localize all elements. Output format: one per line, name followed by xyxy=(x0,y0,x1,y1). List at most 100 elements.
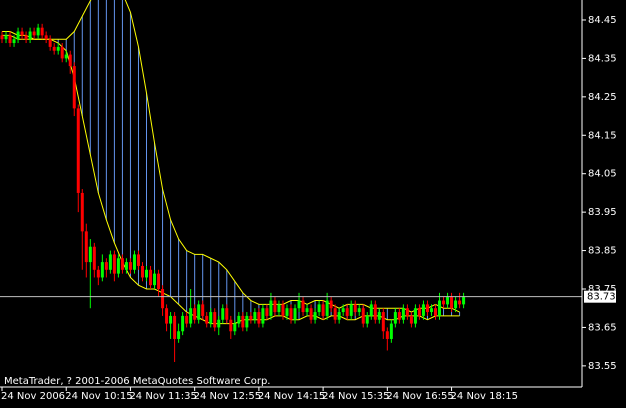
candle-body xyxy=(341,308,345,313)
candle-body xyxy=(189,308,193,324)
candle-body xyxy=(52,46,56,51)
candle-body xyxy=(153,273,157,286)
candle-body xyxy=(361,308,365,324)
candle-body xyxy=(108,254,112,270)
y-tick-label: 83.75 xyxy=(588,284,617,295)
y-tick-label: 84.35 xyxy=(588,53,617,64)
y-tick-label: 83.55 xyxy=(588,361,617,372)
x-tick-label: 24 Nov 14:15 xyxy=(258,391,325,402)
band-upper xyxy=(2,0,460,313)
candle-body xyxy=(397,312,401,320)
candle-body xyxy=(24,35,28,40)
candle-body xyxy=(281,304,285,316)
candle-body xyxy=(116,258,120,274)
candle-body xyxy=(173,315,177,339)
candle-body xyxy=(285,308,289,316)
candle-body xyxy=(454,300,458,309)
candle-body xyxy=(217,319,221,328)
candle-body xyxy=(245,315,249,328)
candle-body xyxy=(442,300,446,305)
candle-body xyxy=(68,54,72,67)
x-tick-label: 24 Nov 16:55 xyxy=(386,391,453,402)
x-tick-label: 24 Nov 12:55 xyxy=(194,391,261,402)
y-tick-label: 84.15 xyxy=(588,130,617,141)
candle-body xyxy=(429,308,433,313)
candle-body xyxy=(349,304,353,316)
candle-body xyxy=(120,258,124,270)
candle-body xyxy=(413,308,417,324)
candle-body xyxy=(321,304,325,316)
candle-body xyxy=(393,312,397,324)
x-tick-label: 24 Nov 2006 xyxy=(1,391,65,402)
candle-body xyxy=(4,35,8,40)
candle-body xyxy=(201,304,205,316)
candle-body xyxy=(377,312,381,320)
last-price-label: 83.73 xyxy=(587,292,616,303)
candle-body xyxy=(425,304,429,313)
candle-body xyxy=(401,308,405,320)
candle-body xyxy=(124,262,128,270)
candle-body xyxy=(149,269,153,286)
candle-body xyxy=(36,27,40,36)
y-tick-label: 84.45 xyxy=(588,15,617,26)
candle-body xyxy=(0,35,4,40)
candle-body xyxy=(140,265,144,278)
candle-body xyxy=(458,300,462,305)
candle-body xyxy=(145,269,149,278)
candle-body xyxy=(16,31,20,40)
candle-body xyxy=(301,300,305,313)
candle-body xyxy=(421,304,425,316)
candle-body xyxy=(409,315,413,324)
candle-body xyxy=(269,300,273,316)
candle-body xyxy=(241,315,245,328)
candle-body xyxy=(181,315,185,332)
candle-body xyxy=(317,304,321,313)
candle-body xyxy=(60,46,64,59)
candle-body xyxy=(12,39,16,44)
candle-body xyxy=(157,273,161,290)
candle-body xyxy=(257,312,261,324)
candle-body xyxy=(261,308,265,324)
candle-body xyxy=(237,315,241,324)
candle-body xyxy=(229,319,233,332)
candle-body xyxy=(438,300,442,316)
y-tick-label: 83.65 xyxy=(588,322,617,333)
candle-body xyxy=(369,304,373,316)
candle-body xyxy=(40,27,44,36)
candle-body xyxy=(80,192,84,232)
x-tick-label: 24 Nov 11:35 xyxy=(129,391,196,402)
y-tick-label: 83.85 xyxy=(588,246,617,257)
candle-body xyxy=(277,304,281,313)
candle-body xyxy=(205,315,209,324)
candle-body xyxy=(337,312,341,320)
candle-body xyxy=(48,39,52,47)
candle-body xyxy=(373,304,377,320)
candle-body xyxy=(289,308,293,320)
candle-body xyxy=(28,31,32,40)
candle-body xyxy=(64,54,68,59)
candle-body xyxy=(169,315,173,324)
y-tick-label: 84.25 xyxy=(588,92,617,103)
watermark: MetaTrader, ? 2001-2006 MetaQuotes Softw… xyxy=(4,376,270,387)
candle-body xyxy=(44,35,48,40)
y-tick-label: 84.05 xyxy=(588,169,617,180)
candle-body xyxy=(265,308,269,316)
candle-body xyxy=(309,308,313,320)
candle-body xyxy=(100,262,104,278)
x-tick-label: 24 Nov 18:15 xyxy=(451,391,518,402)
candle-body xyxy=(273,300,277,313)
candle-body xyxy=(365,315,369,324)
last-price-box xyxy=(584,290,616,303)
candle-body xyxy=(405,308,409,316)
candle-body xyxy=(446,296,450,305)
candle-body xyxy=(8,35,12,44)
candle-body xyxy=(221,308,225,320)
candle-body xyxy=(128,262,132,270)
candle-body xyxy=(136,254,140,266)
candle-body xyxy=(450,296,454,309)
candle-body xyxy=(88,246,92,263)
candle-body xyxy=(293,308,297,320)
